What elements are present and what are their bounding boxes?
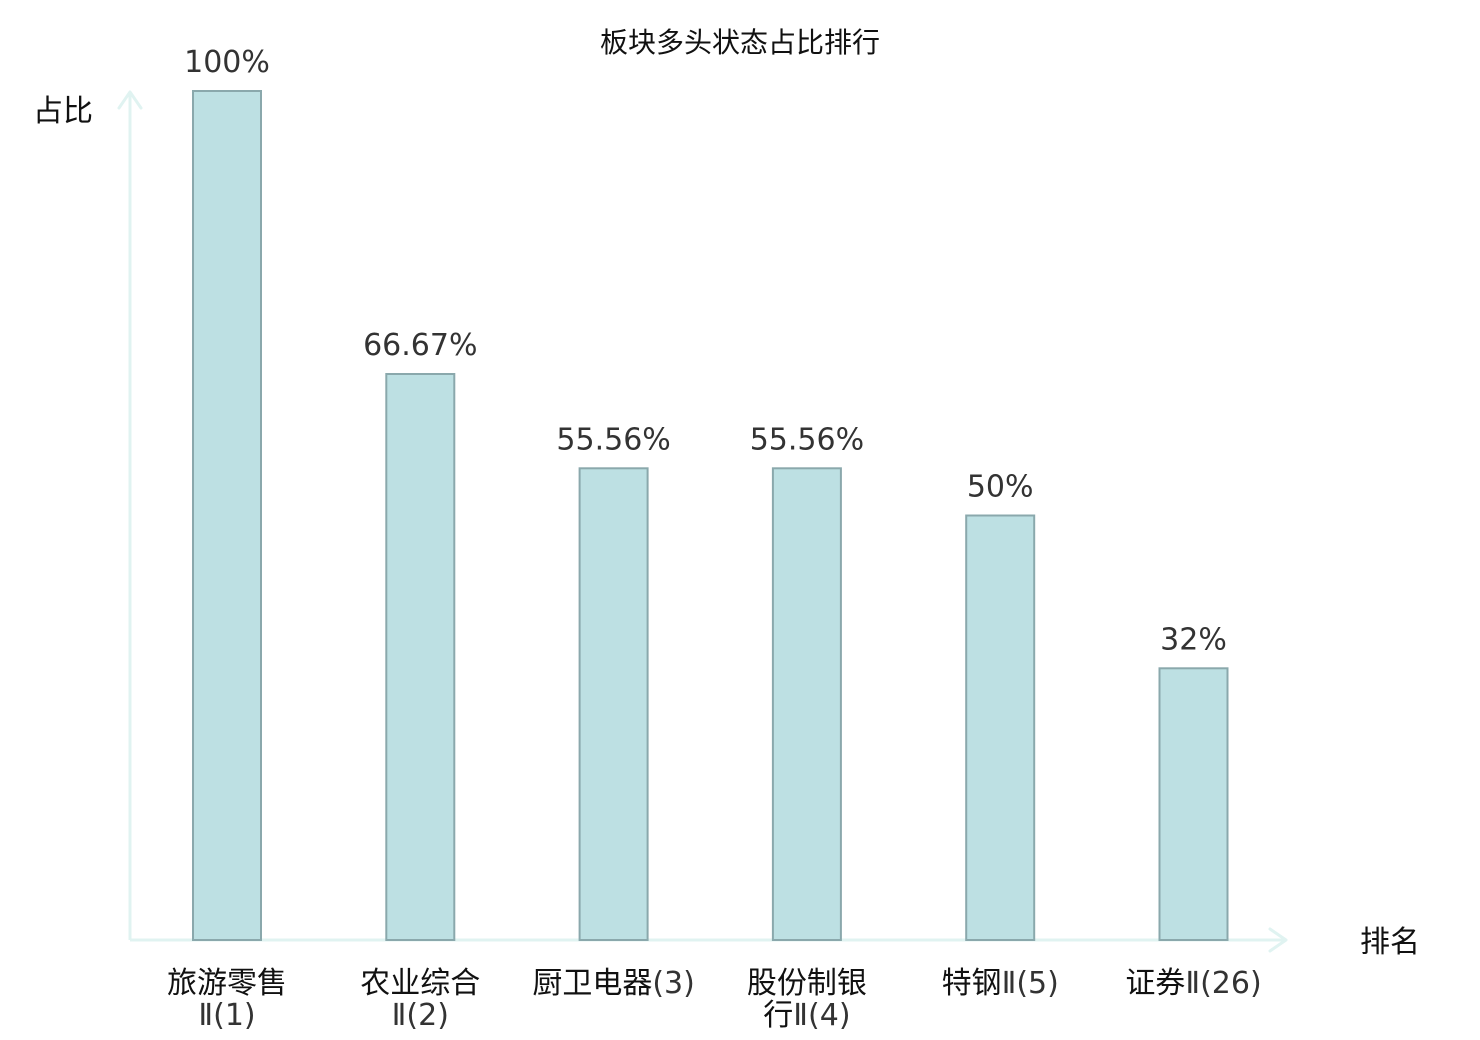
value-label-1: 100%	[184, 45, 270, 80]
category-label-4: 股份制银行Ⅱ(4)	[747, 966, 867, 1033]
value-label-2: 66.67%	[363, 328, 477, 363]
y-axis-arrow-icon	[117, 90, 143, 110]
x-axis-arrow-icon	[1268, 927, 1288, 953]
x-axis-label: 排名	[1360, 925, 1420, 960]
value-labels: 100% 66.67% 55.56% 55.56% 50% 32%	[184, 45, 1227, 657]
bar-6	[1158, 667, 1229, 941]
chart-title: 板块多头状态占比排行	[600, 26, 880, 59]
y-axis: 占比	[33, 90, 143, 940]
category-labels: 旅游零售 Ⅱ(1) 农业综合 Ⅱ(2) 厨卫电器(3) 股份制银行Ⅱ(4) 特钢Ⅱ(5) 证券…	[167, 966, 1262, 1033]
y-axis-label: 占比	[33, 94, 93, 129]
category-label-2: 农业综合 Ⅱ(2)	[360, 966, 480, 1033]
category-label-5: 特钢Ⅱ(5)	[942, 966, 1059, 1001]
value-label-4: 55.56%	[750, 422, 864, 457]
value-label-3: 55.56%	[556, 422, 670, 457]
bar-2	[385, 373, 456, 941]
x-axis: 排名	[130, 925, 1420, 960]
category-label-6: 证券Ⅱ(26)	[1125, 966, 1261, 1001]
bar-5	[965, 514, 1036, 941]
bar-3	[578, 467, 649, 941]
category-label-1: 旅游零售 Ⅱ(1)	[167, 966, 287, 1033]
value-label-6: 32%	[1160, 622, 1227, 657]
bar-series	[192, 90, 1229, 941]
value-label-5: 50%	[967, 470, 1034, 505]
category-label-3: 厨卫电器(3)	[532, 966, 695, 1001]
bar-1	[192, 90, 262, 941]
bar-4	[771, 467, 842, 941]
